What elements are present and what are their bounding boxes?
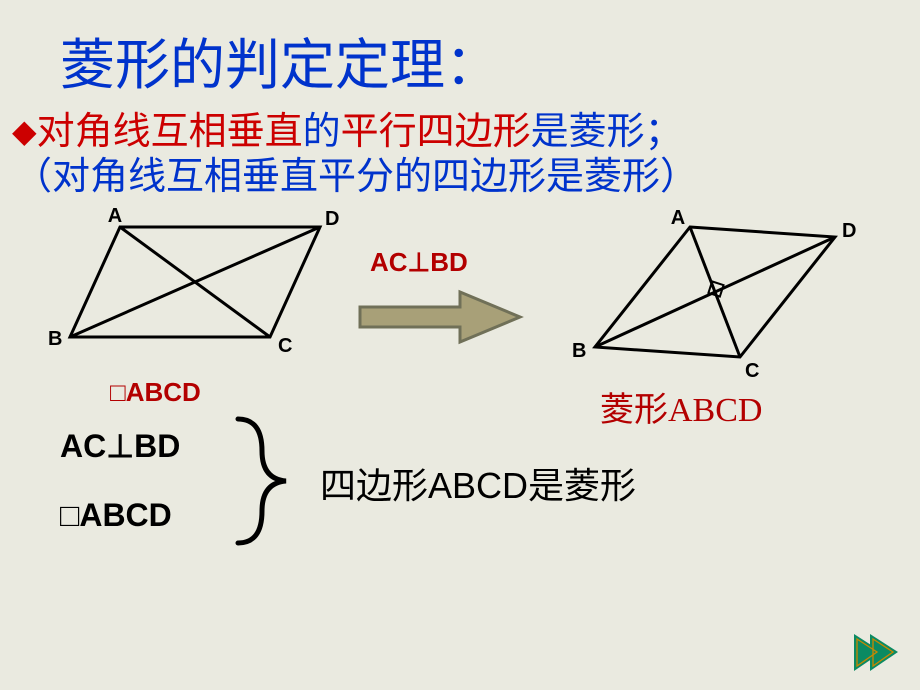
text-blue-2: 是菱形； xyxy=(531,111,683,153)
next-slide-button[interactable] xyxy=(850,630,900,675)
text-red-1: 对角线互相垂直 xyxy=(37,111,303,153)
vertex-c-r: C xyxy=(745,360,759,382)
page-title: 菱形的判定定理： xyxy=(0,0,920,110)
text-red-2: 平行四边形 xyxy=(341,111,531,153)
vertex-c: C xyxy=(278,335,292,357)
text-blue-1: 的 xyxy=(303,111,341,153)
vertex-b: B xyxy=(48,328,62,350)
parallelogram-label: □ABCD xyxy=(110,377,201,408)
condition-1: AC⊥BD xyxy=(60,427,180,465)
brace-icon xyxy=(230,411,300,551)
vertex-b-r: B xyxy=(572,340,586,362)
conclusion-text: 四边形ABCD是菱形 xyxy=(320,457,636,509)
vertex-d: D xyxy=(325,208,339,230)
conditions-row: AC⊥BD □ABCD 四边形ABCD是菱形 xyxy=(0,417,920,577)
diagram-row: A D B C AC⊥BD A D B C □ABCD 菱形ABCD xyxy=(0,207,920,417)
vertex-a: A xyxy=(108,207,122,227)
bullet-icon: ◆ xyxy=(12,113,37,149)
perpendicular-label: AC⊥BD xyxy=(370,247,468,278)
theorem-line-1: ◆对角线互相垂直的平行四边形是菱形； xyxy=(0,110,920,156)
parallelogram-figure: A D B C xyxy=(40,207,340,382)
transform-arrow-icon xyxy=(350,287,530,347)
theorem-line-2: （对角线互相垂直平分的四边形是菱形） xyxy=(0,156,920,200)
condition-2: □ABCD xyxy=(60,497,172,534)
rhombus-figure: A D B C xyxy=(560,207,880,392)
vertex-d-r: D xyxy=(842,220,856,242)
vertex-a-r: A xyxy=(671,207,685,229)
